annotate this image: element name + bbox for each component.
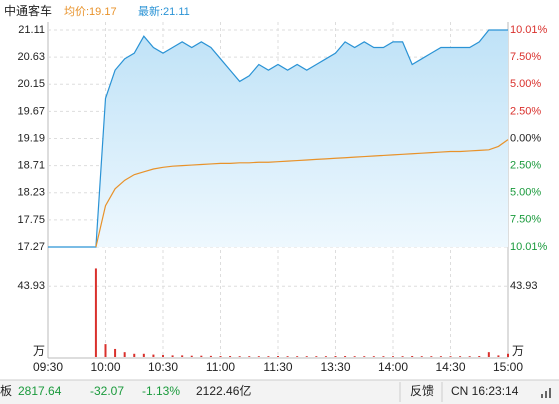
volume-bar (411, 356, 414, 357)
y-tick-label: 18.23 (17, 187, 45, 199)
y-tick-label: 17.75 (17, 214, 45, 226)
volume-bar (181, 355, 184, 357)
feedback[interactable]: 反馈 (410, 384, 434, 398)
x-tick-label: 13:30 (320, 360, 350, 374)
change-pct: -1.13% (142, 384, 180, 398)
x-tick-label: 10:00 (90, 360, 120, 374)
y2-tick-label: 7.50% (510, 51, 541, 63)
unit-label: 万 (33, 344, 45, 358)
y2-tick-label: 5.00% (510, 187, 541, 199)
y-tick-label: 17.27 (17, 241, 45, 253)
avg-price: 均价:19.17 (64, 5, 117, 18)
y-tick-label: 19.19 (17, 132, 45, 144)
volume-bar (123, 352, 126, 357)
volume-bar (238, 356, 241, 357)
volume-bar (401, 356, 404, 357)
price-line (48, 29, 508, 248)
signal-icon (541, 388, 551, 398)
volume-bar (209, 355, 212, 357)
y-tick-label: 20.15 (17, 78, 45, 90)
volume-bar (257, 356, 260, 357)
y-tick-label: 19.67 (17, 105, 45, 117)
x-tick-label: 14:00 (378, 360, 408, 374)
avg-line (95, 139, 509, 248)
price-area (48, 30, 508, 247)
x-tick-label: 09:30 (33, 360, 63, 374)
volume-bar (315, 356, 318, 357)
volume-bar (353, 356, 356, 357)
y-tick-label: 43.93 (510, 280, 538, 292)
volume-bar (459, 356, 462, 357)
volume-bar (420, 356, 423, 357)
y2-tick-label: 5.00% (510, 78, 541, 90)
x-tick-label: 11:30 (263, 360, 292, 374)
volume-bar (296, 356, 299, 357)
x-tick-label: 10:30 (148, 360, 178, 374)
volume-bar (497, 355, 500, 357)
unit-label: 万 (512, 344, 524, 358)
x-tick-label: 14:30 (435, 360, 465, 374)
volume-bar (439, 356, 442, 357)
volume-bar (114, 348, 117, 357)
stock-name: 中通客车 (4, 3, 52, 18)
y2-tick-label: 10.01% (510, 241, 548, 253)
x-tick-label: 11:00 (206, 360, 235, 374)
volume-bar (152, 354, 155, 357)
volume-bar (171, 355, 174, 357)
volume-bar (334, 356, 337, 357)
volume-bar (229, 356, 232, 357)
volume-bar (324, 356, 327, 357)
turnover: 2122.46亿 (196, 383, 251, 398)
volume-bar (219, 356, 222, 357)
y2-tick-label: 10.01% (510, 24, 548, 36)
volume-bar (200, 355, 203, 357)
y-tick-label: 21.11 (18, 24, 45, 36)
volume-bar (487, 352, 490, 357)
volume-bar (305, 356, 308, 357)
y2-tick-label: 2.50% (510, 105, 541, 117)
y-tick-label: 18.71 (17, 160, 45, 172)
change: -32.07 (90, 384, 124, 398)
board: 板 (0, 384, 12, 398)
volume-bar (430, 356, 433, 357)
volume-bar (468, 356, 471, 357)
y2-tick-label: 7.50% (510, 214, 541, 226)
volume-bar (392, 356, 394, 357)
volume-bar (248, 356, 251, 357)
y2-tick-label: 0.00% (510, 132, 541, 144)
volume-bar (478, 356, 481, 357)
volume-bar (382, 356, 385, 357)
volume-bar (267, 356, 270, 357)
y-tick-label: 20.63 (17, 51, 45, 63)
last-price: 最新:21.11 (138, 4, 190, 18)
volume-bar (94, 268, 97, 357)
index: 2817.64 (18, 384, 62, 398)
volume-bar (162, 355, 164, 357)
volume-bar (104, 344, 107, 357)
volume-bar (190, 355, 193, 357)
volume-bar (449, 356, 452, 357)
y2-tick-label: 2.50% (510, 160, 541, 172)
x-tick-label: 15:00 (493, 360, 523, 374)
volume-bar (286, 356, 289, 357)
volume-bar (372, 356, 375, 357)
volume-bar (133, 353, 136, 357)
volume-bar (363, 356, 366, 357)
volume-bar (507, 353, 509, 357)
volume-bar (142, 353, 145, 357)
volume-bar (344, 356, 347, 357)
volume-bar (277, 356, 279, 357)
y-tick-label: 43.93 (17, 280, 45, 292)
clock: CN 16:23:14 (451, 384, 519, 398)
status-bar (0, 380, 559, 404)
